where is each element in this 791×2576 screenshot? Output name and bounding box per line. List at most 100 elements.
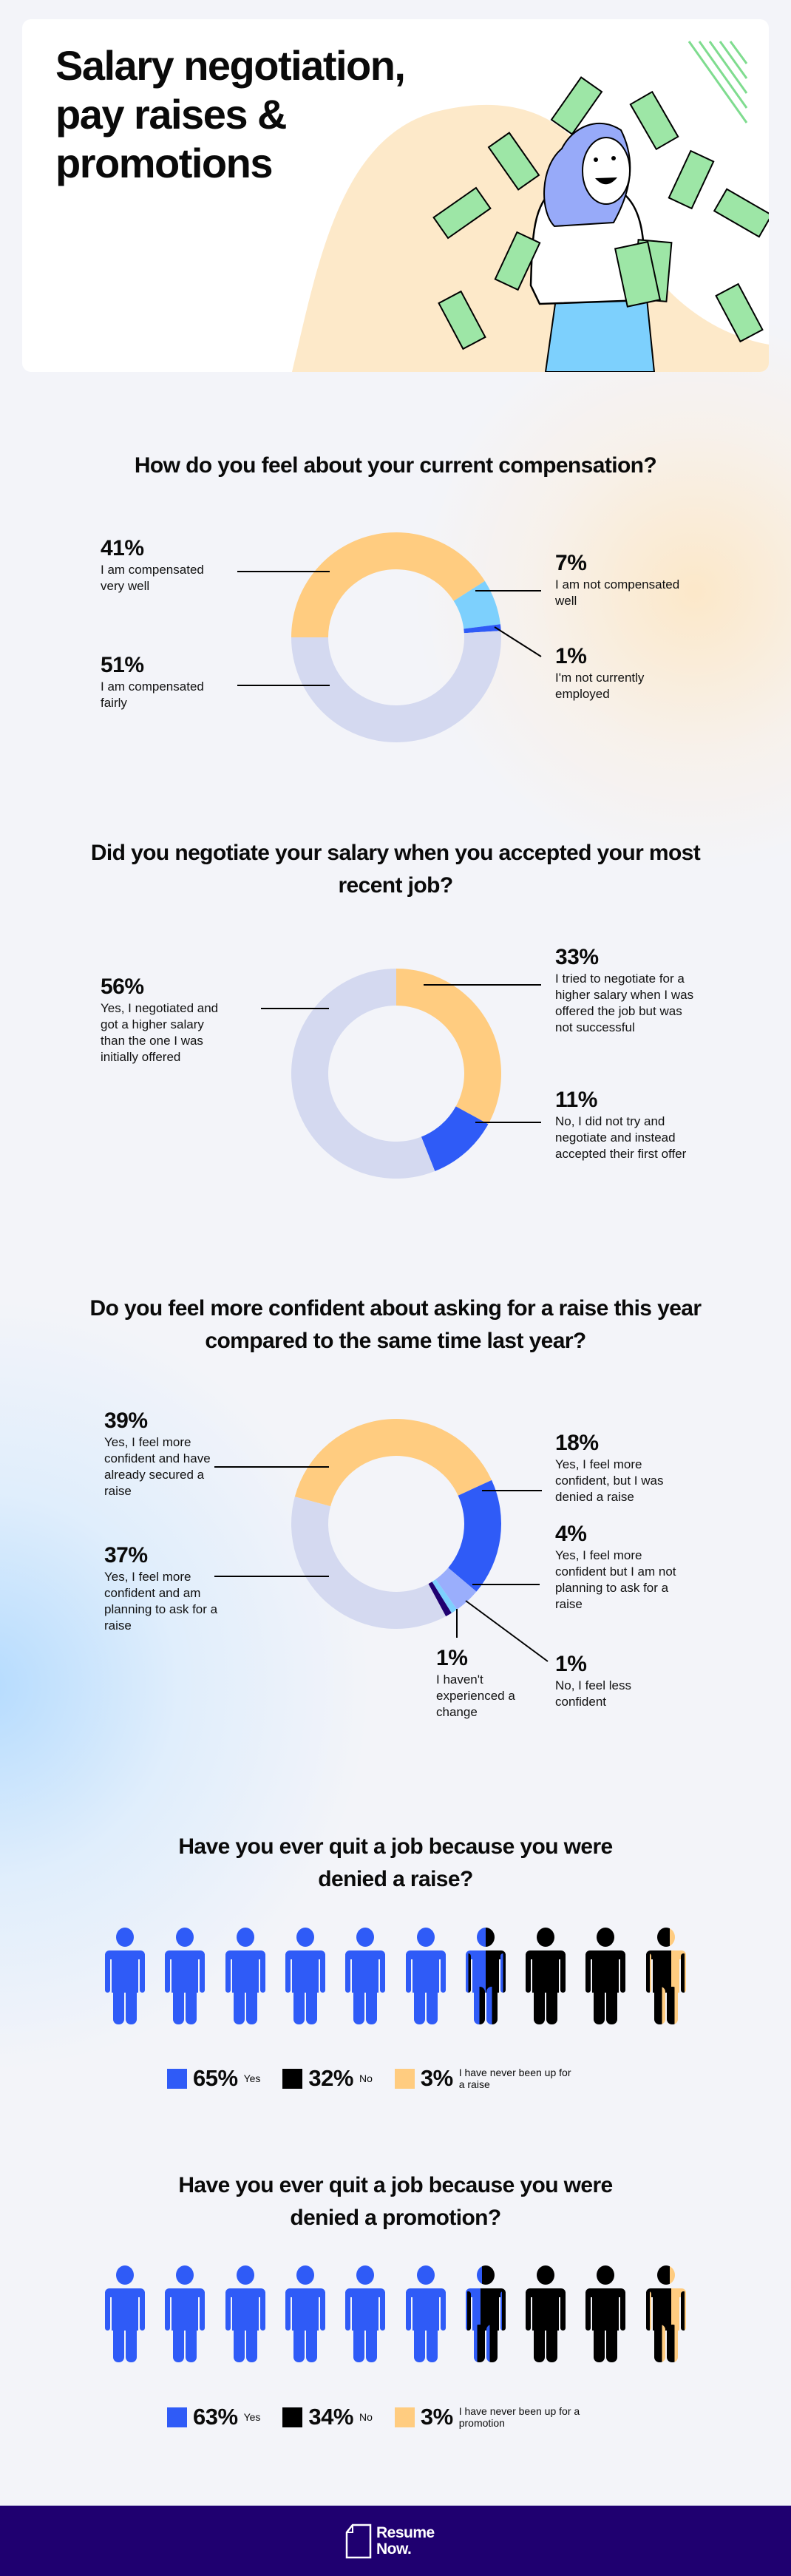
legend-pct: 34 <box>308 2404 353 2430</box>
decorative-lines-icon <box>688 41 748 123</box>
chart-3-label-secured: 39 Yes, I feel more confident and have a… <box>104 1408 215 1499</box>
legend-pct: 32 <box>308 2065 353 2092</box>
leader-line <box>237 571 330 572</box>
pct-value: 11 <box>555 1087 703 1114</box>
donut-segment-0 <box>396 969 501 1125</box>
legend-swatch-no <box>282 2068 303 2089</box>
legend-swatch-never <box>394 2068 415 2089</box>
person-icon <box>465 2265 506 2362</box>
person-icon <box>526 1928 566 2024</box>
person-icon <box>105 2265 145 2362</box>
legend-pct: 63 <box>193 2404 238 2430</box>
person-icon <box>285 2265 325 2362</box>
person-icon <box>345 2265 386 2362</box>
donut-segment-0 <box>291 532 485 637</box>
pct-value: 18 <box>555 1430 692 1457</box>
label-text: Yes, I feel more confident, but I was de… <box>555 1457 664 1504</box>
label-text: I tried to negotiate for a higher salary… <box>555 972 694 1034</box>
chart-1-donut <box>291 532 501 743</box>
legend-swatch-never <box>394 2407 415 2427</box>
resume-now-logo[interactable]: Resume Now. <box>345 2524 435 2559</box>
chart-2-label-tried: 33 I tried to negotiate for a higher sal… <box>555 944 703 1036</box>
chart-3-label-no-change: 1 I haven't experienced a change <box>436 1645 532 1721</box>
footer: Resume Now. <box>0 2505 791 2576</box>
donut-segment-1 <box>421 1106 489 1172</box>
donut-segment-4 <box>428 1582 452 1617</box>
person-icon <box>345 1928 386 2024</box>
person-icon <box>585 2265 626 2362</box>
pct-value: 7 <box>555 550 685 577</box>
legend-label: Yes <box>243 2072 261 2084</box>
pct-value: 37 <box>104 1542 226 1569</box>
person-icon <box>165 2265 206 2362</box>
legend-label: I have never been up for a raise <box>458 2067 571 2090</box>
label-text: Yes, I feel more confident and have alre… <box>104 1435 211 1498</box>
leader-line <box>214 1466 329 1468</box>
donut-segment-2 <box>464 624 501 634</box>
legend-swatch-yes <box>167 2068 187 2089</box>
legend-label: No <box>359 2072 373 2084</box>
pct-value: 56 <box>101 974 219 1000</box>
chart-5-legend: 63 Yes 34 No 3 I have never been up for … <box>167 2404 607 2430</box>
label-text: Yes, I feel more confident but I am not … <box>555 1548 676 1611</box>
donut-segment-2 <box>435 1567 477 1610</box>
pct-value: 1 <box>555 1651 666 1678</box>
pct-value: 4 <box>555 1521 692 1548</box>
page-title: Salary negotiation, pay raises & promoti… <box>55 42 406 186</box>
pct-value: 41 <box>101 535 230 562</box>
leader-line <box>475 1122 541 1123</box>
leader-line <box>214 1576 329 1577</box>
donut-segment-3 <box>432 1579 458 1613</box>
chart-1-label-not-well: 7 I am not compensated well <box>555 550 685 609</box>
label-text: I am compensated very well <box>101 563 204 593</box>
chart-3-label-not-planning: 4 Yes, I feel more confident but I am no… <box>555 1521 692 1613</box>
legend-pct: 3 <box>421 2065 453 2092</box>
chart-1-label-fairly: 51 I am compensated fairly <box>101 652 230 711</box>
person-icon <box>645 2265 686 2362</box>
pct-value: 51 <box>101 652 230 679</box>
donut-segment-2 <box>291 969 435 1179</box>
pct-value: 39 <box>104 1408 215 1434</box>
chart-2-donut <box>291 969 501 1179</box>
chart-3-title: Do you feel more confident about asking … <box>89 1296 702 1353</box>
person-icon <box>285 1928 325 2024</box>
chart-5-pictogram <box>0 2265 791 2362</box>
donut-segment-0 <box>294 1419 492 1507</box>
chart-3-label-planning: 37 Yes, I feel more confident and am pla… <box>104 1542 226 1634</box>
donut-segment-5 <box>291 1497 447 1629</box>
leader-line <box>472 1584 540 1585</box>
label-text: Yes, I negotiated and got a higher salar… <box>101 1001 219 1064</box>
person-icon <box>225 2265 265 2362</box>
leader-line <box>465 1600 549 1662</box>
legend-label: Yes <box>243 2411 261 2423</box>
label-text: I'm not currently employed <box>555 671 645 701</box>
legend-pct: 3 <box>421 2404 453 2430</box>
donut-segment-1 <box>453 580 500 629</box>
leader-line <box>494 626 542 657</box>
legend-swatch-no <box>282 2407 303 2427</box>
person-icon <box>526 2265 566 2362</box>
person-icon <box>465 1928 506 2024</box>
legend-label: I have never been up for a promotion <box>458 2405 580 2429</box>
leader-line <box>482 1490 542 1491</box>
chart-1-label-not-employed: 1 I'm not currently employed <box>555 643 673 702</box>
legend-swatch-yes <box>167 2407 187 2427</box>
label-text: I am compensated fairly <box>101 679 204 710</box>
person-icon <box>645 1928 686 2024</box>
hero-illustration <box>292 41 769 372</box>
label-text: No, I did not try and negotiate and inst… <box>555 1114 687 1161</box>
chart-5-title: Have you ever quit a job because you wer… <box>178 2173 613 2230</box>
pct-value: 33 <box>555 944 703 971</box>
legend-label: No <box>359 2411 373 2423</box>
chart-2-title: Did you negotiate your salary when you a… <box>90 841 701 898</box>
pct-value: 1 <box>555 643 673 670</box>
money-bills-icon <box>432 76 769 350</box>
person-icon <box>405 1928 446 2024</box>
chart-1-title: How do you feel about your current compe… <box>134 453 657 478</box>
legend-pct: 65 <box>193 2065 238 2092</box>
chart-3-label-less-confident: 1 No, I feel less confident <box>555 1651 666 1710</box>
chart-4-title: Have you ever quit a job because you wer… <box>178 1834 613 1891</box>
logo-text-line1: Resume <box>376 2524 435 2541</box>
donut-segment-3 <box>291 631 501 743</box>
chart-4-legend: 65 Yes 32 No 3 I have never been up for … <box>167 2065 600 2092</box>
